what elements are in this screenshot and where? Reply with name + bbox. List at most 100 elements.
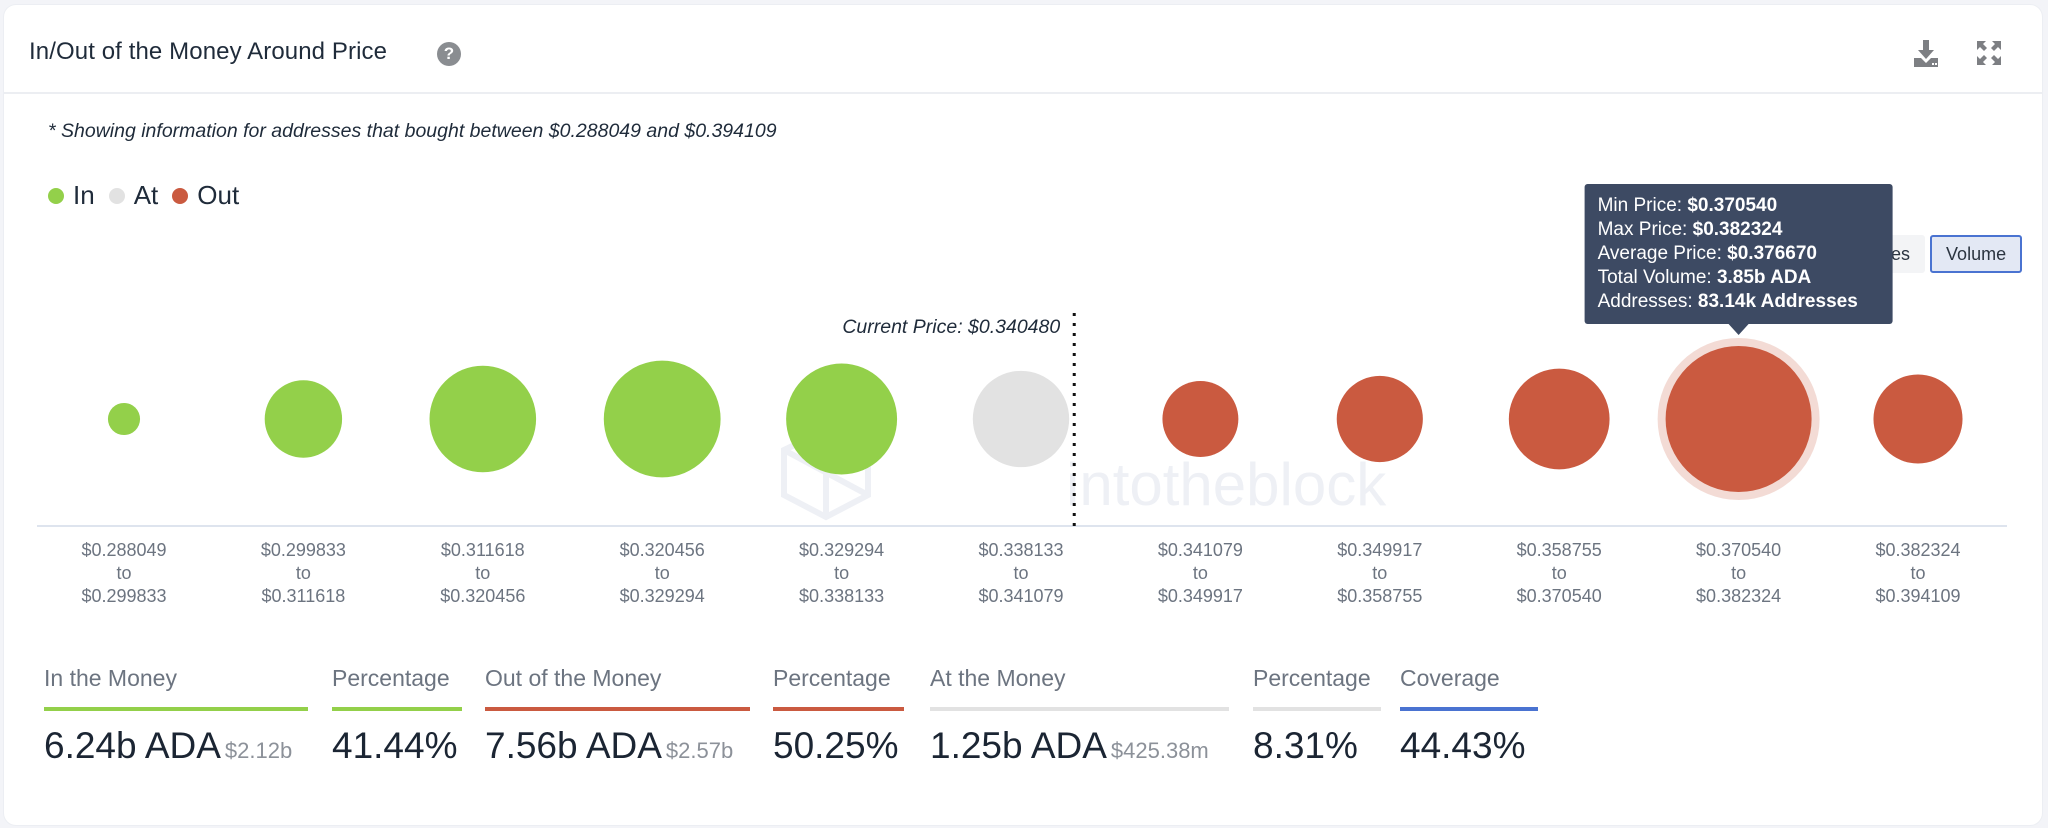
bubble-out-10[interactable] xyxy=(1873,374,1963,464)
x-tick-label: $0.394109 xyxy=(1875,586,1960,606)
bubble-out-6[interactable] xyxy=(1162,381,1239,457)
stat-main-value: 41.44% xyxy=(332,725,458,766)
tooltip-row: Average Price: $0.376670 xyxy=(1598,243,1817,264)
legend-item-in[interactable]: In xyxy=(48,180,95,211)
x-tick-label: to xyxy=(475,563,490,583)
x-tick-label: to xyxy=(1013,563,1028,583)
x-tick-label: $0.349917 xyxy=(1337,540,1422,560)
stat-underline xyxy=(44,707,308,711)
x-tick-label: to xyxy=(1372,563,1387,583)
watermark-text: intotheblock xyxy=(1066,451,1387,518)
tooltip-row-value: 3.85b ADA xyxy=(1717,267,1812,288)
stat-coverage-6: Coverage 44.43% xyxy=(1400,665,1538,767)
x-tick-label: $0.299833 xyxy=(81,586,166,606)
question-circle-icon[interactable]: ? xyxy=(437,42,461,66)
stat-usd-value: $2.57b xyxy=(665,738,734,763)
stat-main-value: 7.56b ADA xyxy=(485,725,662,766)
x-tick-label: $0.311618 xyxy=(441,540,525,560)
download-icon xyxy=(1914,40,1938,67)
x-tick-label: $0.311618 xyxy=(262,586,346,606)
x-tick-label: $0.341079 xyxy=(978,586,1063,606)
x-tick-label: $0.288049 xyxy=(81,540,166,560)
x-tick-label: $0.338133 xyxy=(978,540,1063,560)
stat-percentage-3: Percentage 50.25% xyxy=(773,665,904,767)
x-tick-label: to xyxy=(116,563,131,583)
stat-underline xyxy=(485,707,750,711)
stat-at-the-money-4: At the Money 1.25b ADA $425.38m xyxy=(930,665,1229,767)
stat-underline xyxy=(1400,707,1538,711)
bubble-at-5[interactable] xyxy=(972,370,1070,468)
x-tick-label: to xyxy=(834,563,849,583)
legend-dot-in-icon xyxy=(48,187,64,204)
bubble-out-7[interactable] xyxy=(1336,375,1423,463)
x-tick-label: $0.358755 xyxy=(1337,586,1422,606)
x-tick-label: $0.329294 xyxy=(799,540,884,560)
legend-dot-at-icon xyxy=(108,187,125,204)
stat-label: Percentage xyxy=(332,665,450,691)
bubble-in-4[interactable] xyxy=(786,363,898,475)
volume-toggle-button[interactable]: Volume xyxy=(1930,235,2023,273)
stat-main-value: 50.25% xyxy=(773,725,899,766)
stat-underline xyxy=(930,707,1229,711)
stat-underline xyxy=(773,707,904,711)
card-header: In/Out of the Money Around Price ? xyxy=(4,5,2042,94)
tooltip-row-value: $0.382324 xyxy=(1693,219,1783,240)
price-range-note: * Showing information for addresses that… xyxy=(48,120,777,142)
x-tick-label: to xyxy=(655,563,670,583)
stat-usd-value: $425.38m xyxy=(1110,738,1209,763)
tooltip-row-value: $0.370540 xyxy=(1687,195,1777,216)
stat-percentage-5: Percentage 8.31% xyxy=(1253,665,1381,767)
x-tick-label: $0.370540 xyxy=(1517,586,1602,606)
bubble-in-0[interactable] xyxy=(107,402,141,436)
summary-stats: In the Money 6.24b ADA $2.12b Percentage 41.… xyxy=(4,665,2042,785)
tooltip-box xyxy=(1584,184,1893,324)
bubble-in-1[interactable] xyxy=(264,380,343,458)
stat-out-of-the-money-2: Out of the Money 7.56b ADA $2.57b xyxy=(485,665,750,767)
tooltip-row: Min Price: $0.370540 xyxy=(1598,195,1778,216)
x-tick-label: $0.299833 xyxy=(261,540,346,560)
tooltip-row: Max Price: $0.382324 xyxy=(1598,219,1783,240)
x-tick-label: $0.370540 xyxy=(1696,540,1781,560)
bubble-out-8[interactable] xyxy=(1508,368,1610,470)
tooltip-row: Addresses: 83.14k Addresses xyxy=(1598,291,1858,312)
download-button[interactable] xyxy=(1910,37,1942,69)
tooltip-row-label: Addresses: xyxy=(1598,291,1698,312)
expand-icon xyxy=(1977,41,2001,65)
stat-value: 50.25% xyxy=(773,725,904,767)
bubble-in-2[interactable] xyxy=(429,365,537,473)
tooltip-row-label: Min Price: xyxy=(1598,195,1688,216)
x-tick-label: to xyxy=(1193,563,1208,583)
legend-dot-out-icon xyxy=(172,187,189,204)
stat-value: 41.44% xyxy=(332,725,462,767)
stat-main-value: 8.31% xyxy=(1253,725,1358,766)
stat-value: 6.24b ADA $2.12b xyxy=(44,725,308,767)
tooltip-row-value: 83.14k Addresses xyxy=(1698,291,1858,312)
x-tick-label: $0.382324 xyxy=(1696,586,1781,606)
stat-label: In the Money xyxy=(44,665,177,691)
tooltip-row-label: Total Volume: xyxy=(1598,267,1717,288)
x-tick-label: to xyxy=(1731,563,1746,583)
x-tick-label: $0.320456 xyxy=(440,586,525,606)
stat-value: 1.25b ADA $425.38m xyxy=(930,725,1229,767)
current-price-label: Current Price: $0.340480 xyxy=(842,316,1060,338)
bubble-in-3[interactable] xyxy=(603,360,721,478)
x-tick-label: to xyxy=(1552,563,1567,583)
x-tick-label: $0.382324 xyxy=(1875,540,1960,560)
stat-percentage-1: Percentage 41.44% xyxy=(332,665,462,767)
tooltip-row: Total Volume: 3.85b ADA xyxy=(1598,267,1812,288)
legend-label-at: At xyxy=(133,180,159,210)
stat-label: Coverage xyxy=(1400,665,1500,691)
stat-underline xyxy=(1253,707,1381,711)
x-tick-label: $0.320456 xyxy=(620,540,705,560)
legend-item-at[interactable]: At xyxy=(108,180,159,211)
x-tick-label: to xyxy=(1910,563,1925,583)
expand-button[interactable] xyxy=(1973,37,2005,69)
x-tick-label: $0.338133 xyxy=(799,586,884,606)
x-tick-label: to xyxy=(296,563,311,583)
card-title: In/Out of the Money Around Price xyxy=(29,38,388,65)
bubble-out-9[interactable] xyxy=(1665,346,1812,492)
stat-label: At the Money xyxy=(930,665,1066,691)
legend-item-out[interactable]: Out xyxy=(172,180,239,211)
tooltip-row-label: Max Price: xyxy=(1598,219,1693,240)
stat-value: 44.43% xyxy=(1400,725,1538,767)
